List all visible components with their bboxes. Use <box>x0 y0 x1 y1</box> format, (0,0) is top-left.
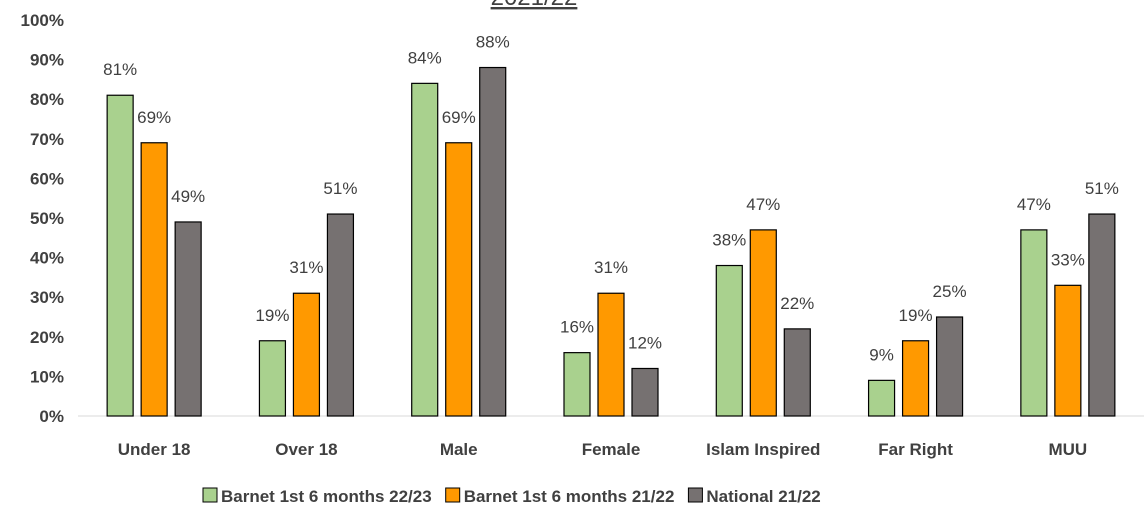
data-label: 84% <box>408 48 442 67</box>
legend-swatch <box>445 487 461 503</box>
bar <box>1054 284 1082 417</box>
y-tick-label: 100% <box>21 11 64 30</box>
legend-swatch <box>202 487 218 503</box>
x-tick-label: Far Right <box>878 440 953 459</box>
data-label: 88% <box>476 33 510 52</box>
bars <box>106 66 1116 417</box>
x-tick-label: Islam Inspired <box>706 440 820 459</box>
bar <box>783 328 811 417</box>
data-label: 31% <box>594 258 628 277</box>
data-label: 16% <box>560 318 594 337</box>
data-label: 31% <box>289 258 323 277</box>
y-tick-label: 80% <box>30 90 64 109</box>
x-tick-label: Male <box>440 440 478 459</box>
x-tick-label: MUU <box>1048 440 1087 459</box>
y-tick-label: 0% <box>39 407 64 426</box>
bar <box>563 352 591 417</box>
bar <box>715 264 743 417</box>
bar <box>867 379 896 417</box>
y-tick-label: 20% <box>30 328 64 347</box>
y-tick-label: 10% <box>30 367 64 386</box>
legend-label: Barnet 1st 6 months 21/22 <box>464 487 675 506</box>
y-tick-label: 50% <box>30 209 64 228</box>
bar <box>597 292 625 417</box>
x-axis: Under 18 Over 18 Male Female Islam Inspired F… <box>78 415 1144 459</box>
y-tick-label: 60% <box>30 169 64 188</box>
data-labels: 81%69%49%19%31%51%84%69%88%16%31%12%38%4… <box>103 33 1119 365</box>
chart-title: 2021/22 <box>491 0 578 11</box>
y-tick-label: 40% <box>30 249 64 268</box>
bar <box>935 316 964 417</box>
data-label: 51% <box>1085 179 1119 198</box>
data-label: 69% <box>137 108 171 127</box>
y-tick-label: 30% <box>30 288 64 307</box>
bar <box>258 340 287 417</box>
bar <box>174 221 202 417</box>
legend-label: Barnet 1st 6 months 22/23 <box>221 487 432 506</box>
x-tick-label: Female <box>582 440 641 459</box>
data-label: 33% <box>1051 250 1085 269</box>
x-tick-label: Under 18 <box>118 440 191 459</box>
bar <box>749 229 777 417</box>
data-label: 25% <box>933 282 967 301</box>
legend: Barnet 1st 6 months 22/23 Barnet 1st 6 mo… <box>202 487 821 506</box>
bar <box>1020 229 1048 417</box>
data-label: 12% <box>628 333 662 352</box>
legend-label: National 21/22 <box>706 487 820 506</box>
bar <box>140 142 168 417</box>
y-axis: 0% 10% 20% 30% 40% 50% 60% 70% 80% 90% 100% <box>21 11 64 426</box>
bar <box>479 66 507 417</box>
bar <box>106 94 134 417</box>
bar <box>631 367 659 417</box>
data-label: 47% <box>746 195 780 214</box>
bar <box>292 292 321 417</box>
bar <box>1088 213 1116 417</box>
data-label: 49% <box>171 187 205 206</box>
data-label: 69% <box>442 108 476 127</box>
data-label: 38% <box>712 231 746 250</box>
data-label: 81% <box>103 60 137 79</box>
bar <box>445 142 473 417</box>
bar <box>901 340 930 417</box>
data-label: 19% <box>255 306 289 325</box>
y-tick-label: 90% <box>30 51 64 70</box>
data-label: 9% <box>869 345 894 364</box>
bar <box>326 213 355 417</box>
x-tick-label: Over 18 <box>275 440 337 459</box>
legend-swatch <box>687 487 703 503</box>
bar <box>411 82 439 417</box>
y-tick-label: 70% <box>30 130 64 149</box>
data-label: 47% <box>1017 195 1051 214</box>
data-label: 51% <box>323 179 357 198</box>
data-label: 22% <box>780 294 814 313</box>
data-label: 19% <box>899 306 933 325</box>
